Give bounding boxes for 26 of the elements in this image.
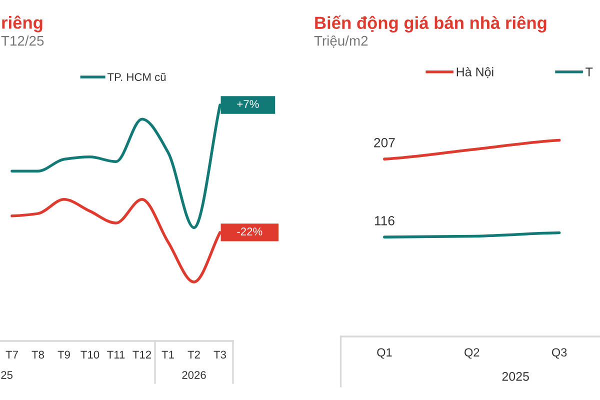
x-tick-label: T12 <box>132 350 152 358</box>
chart-subtitle: Triệu/m2 <box>314 35 368 48</box>
legend-label: TP. HCM cũ <box>107 72 166 81</box>
x-tick-label: T1 <box>162 350 174 358</box>
data-label: 207 <box>374 138 395 148</box>
x-tick-label: Q2 <box>464 348 480 359</box>
x-tick-label: T7 <box>6 350 18 358</box>
x-tick-label: T9 <box>58 350 70 359</box>
x-tick-label: T8 <box>32 350 44 359</box>
chart-title: riêng <box>2 16 42 32</box>
x-tick-label: T10 <box>80 350 100 359</box>
chart-title: Biến động giá bán nhà riêng <box>315 15 546 33</box>
legend-label: T <box>586 68 593 76</box>
x-tick-label: T2 <box>188 350 200 358</box>
text: 25 <box>1 371 13 379</box>
x-tick-label: T3 <box>214 350 226 359</box>
annotation: +7% <box>237 100 259 108</box>
legend-label: Hà Nội <box>456 67 494 78</box>
text: 2025 <box>502 372 529 381</box>
x-tick-label: T11 <box>107 350 125 358</box>
chart-subtitle: T12/25 <box>1 36 44 46</box>
data-label: 116 <box>374 216 394 226</box>
x-tick-label: Q1 <box>377 348 392 359</box>
annotation: -22% <box>237 228 262 236</box>
text: 2026 <box>182 371 206 379</box>
x-tick-label: Q3 <box>552 348 567 359</box>
